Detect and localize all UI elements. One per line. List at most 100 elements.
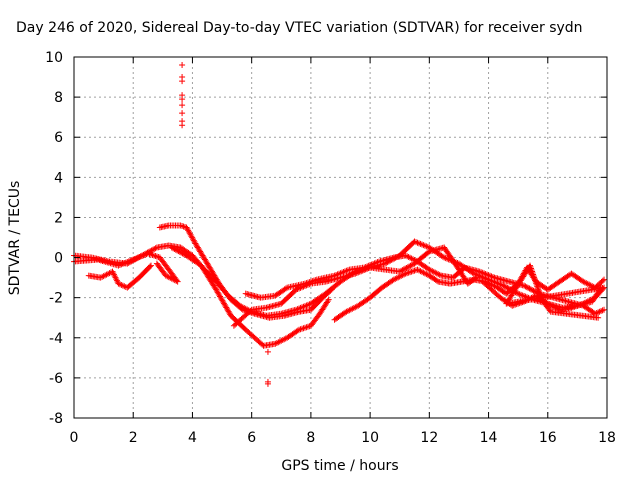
data-point	[575, 302, 582, 309]
data-point	[179, 78, 186, 85]
data-point	[179, 96, 186, 103]
y-tick-label: -8	[49, 411, 63, 427]
data-point	[408, 268, 415, 275]
data-point	[293, 286, 300, 293]
y-tick-label: 6	[54, 130, 63, 146]
y-tick-label: -4	[49, 331, 63, 347]
data-point	[516, 291, 523, 298]
data-point	[239, 306, 246, 313]
data-point	[341, 268, 348, 275]
data-point	[571, 303, 578, 310]
data-point	[310, 277, 317, 284]
data-point	[488, 273, 495, 280]
data-point	[404, 264, 411, 271]
x-tick-label: 2	[129, 430, 138, 446]
data-point	[527, 286, 534, 293]
data-point	[413, 239, 420, 246]
data-point	[303, 324, 310, 331]
x-tick-label: 8	[306, 430, 315, 446]
data-point	[179, 62, 186, 69]
data-point	[297, 326, 304, 333]
data-point	[127, 257, 134, 264]
data-point	[328, 286, 335, 293]
data-point	[180, 223, 187, 230]
data-point	[531, 274, 538, 281]
data-point	[519, 292, 526, 299]
data-point	[116, 281, 123, 288]
data-point	[601, 306, 608, 313]
data-point	[530, 271, 537, 278]
data-point	[149, 252, 156, 259]
data-point	[146, 251, 153, 258]
data-point	[534, 284, 541, 291]
data-point	[282, 285, 289, 292]
x-tick-label: 6	[247, 430, 256, 446]
data-point	[411, 238, 418, 245]
data-point	[365, 262, 372, 269]
data-point	[527, 264, 534, 271]
data-point	[299, 325, 306, 332]
data-point	[529, 269, 536, 276]
data-point	[344, 267, 351, 274]
data-point	[530, 287, 537, 294]
data-point	[487, 272, 494, 279]
data-point	[526, 285, 533, 292]
data-point	[179, 102, 186, 109]
data-point	[498, 282, 505, 289]
data-point	[336, 270, 343, 277]
data-point	[537, 293, 544, 300]
data-point	[595, 314, 602, 321]
data-point	[340, 268, 347, 275]
data-point	[364, 263, 371, 270]
x-tick-label: 10	[361, 430, 379, 446]
data-point	[529, 268, 536, 275]
data-point	[368, 261, 375, 268]
data-point	[371, 260, 378, 267]
data-point	[535, 287, 542, 294]
x-tick-label: 0	[70, 430, 79, 446]
data-point	[406, 263, 413, 270]
data-point	[362, 263, 369, 270]
data-point	[569, 304, 576, 311]
data-point	[259, 341, 266, 348]
data-point	[334, 271, 341, 278]
data-point	[133, 255, 140, 262]
data-point	[599, 307, 606, 314]
data-point	[151, 245, 158, 252]
data-point	[481, 270, 488, 277]
grid-lines	[74, 57, 607, 418]
y-tick-label: -2	[49, 291, 63, 307]
y-axis-ticks: -8 -6 -4 -2 0 2 4 6 8 10	[45, 50, 607, 427]
data-point	[304, 301, 311, 308]
data-point	[174, 247, 181, 254]
data-point	[306, 279, 313, 286]
data-point	[136, 254, 143, 261]
data-point	[301, 280, 308, 287]
data-point	[433, 277, 440, 284]
y-tick-label: 0	[54, 251, 63, 267]
data-point	[115, 280, 122, 287]
data-point	[370, 260, 377, 267]
data-point	[331, 272, 338, 279]
data-point	[414, 239, 421, 246]
data-point	[172, 246, 179, 253]
data-point	[421, 242, 428, 249]
data-point	[352, 270, 359, 277]
data-point	[423, 243, 430, 250]
data-point	[154, 261, 161, 268]
data-point	[170, 245, 177, 252]
data-point	[303, 280, 310, 287]
data-point	[296, 326, 303, 333]
data-point	[515, 290, 522, 297]
data-point	[420, 242, 427, 249]
data-point	[179, 110, 186, 117]
data-point	[601, 276, 608, 283]
data-point	[128, 257, 135, 264]
plot-frame	[73, 56, 608, 419]
data-point	[500, 282, 507, 289]
data-point	[595, 309, 602, 316]
data-point	[403, 264, 410, 271]
x-tick-label: 18	[598, 430, 616, 446]
data-point	[149, 246, 156, 253]
data-point	[116, 261, 123, 268]
